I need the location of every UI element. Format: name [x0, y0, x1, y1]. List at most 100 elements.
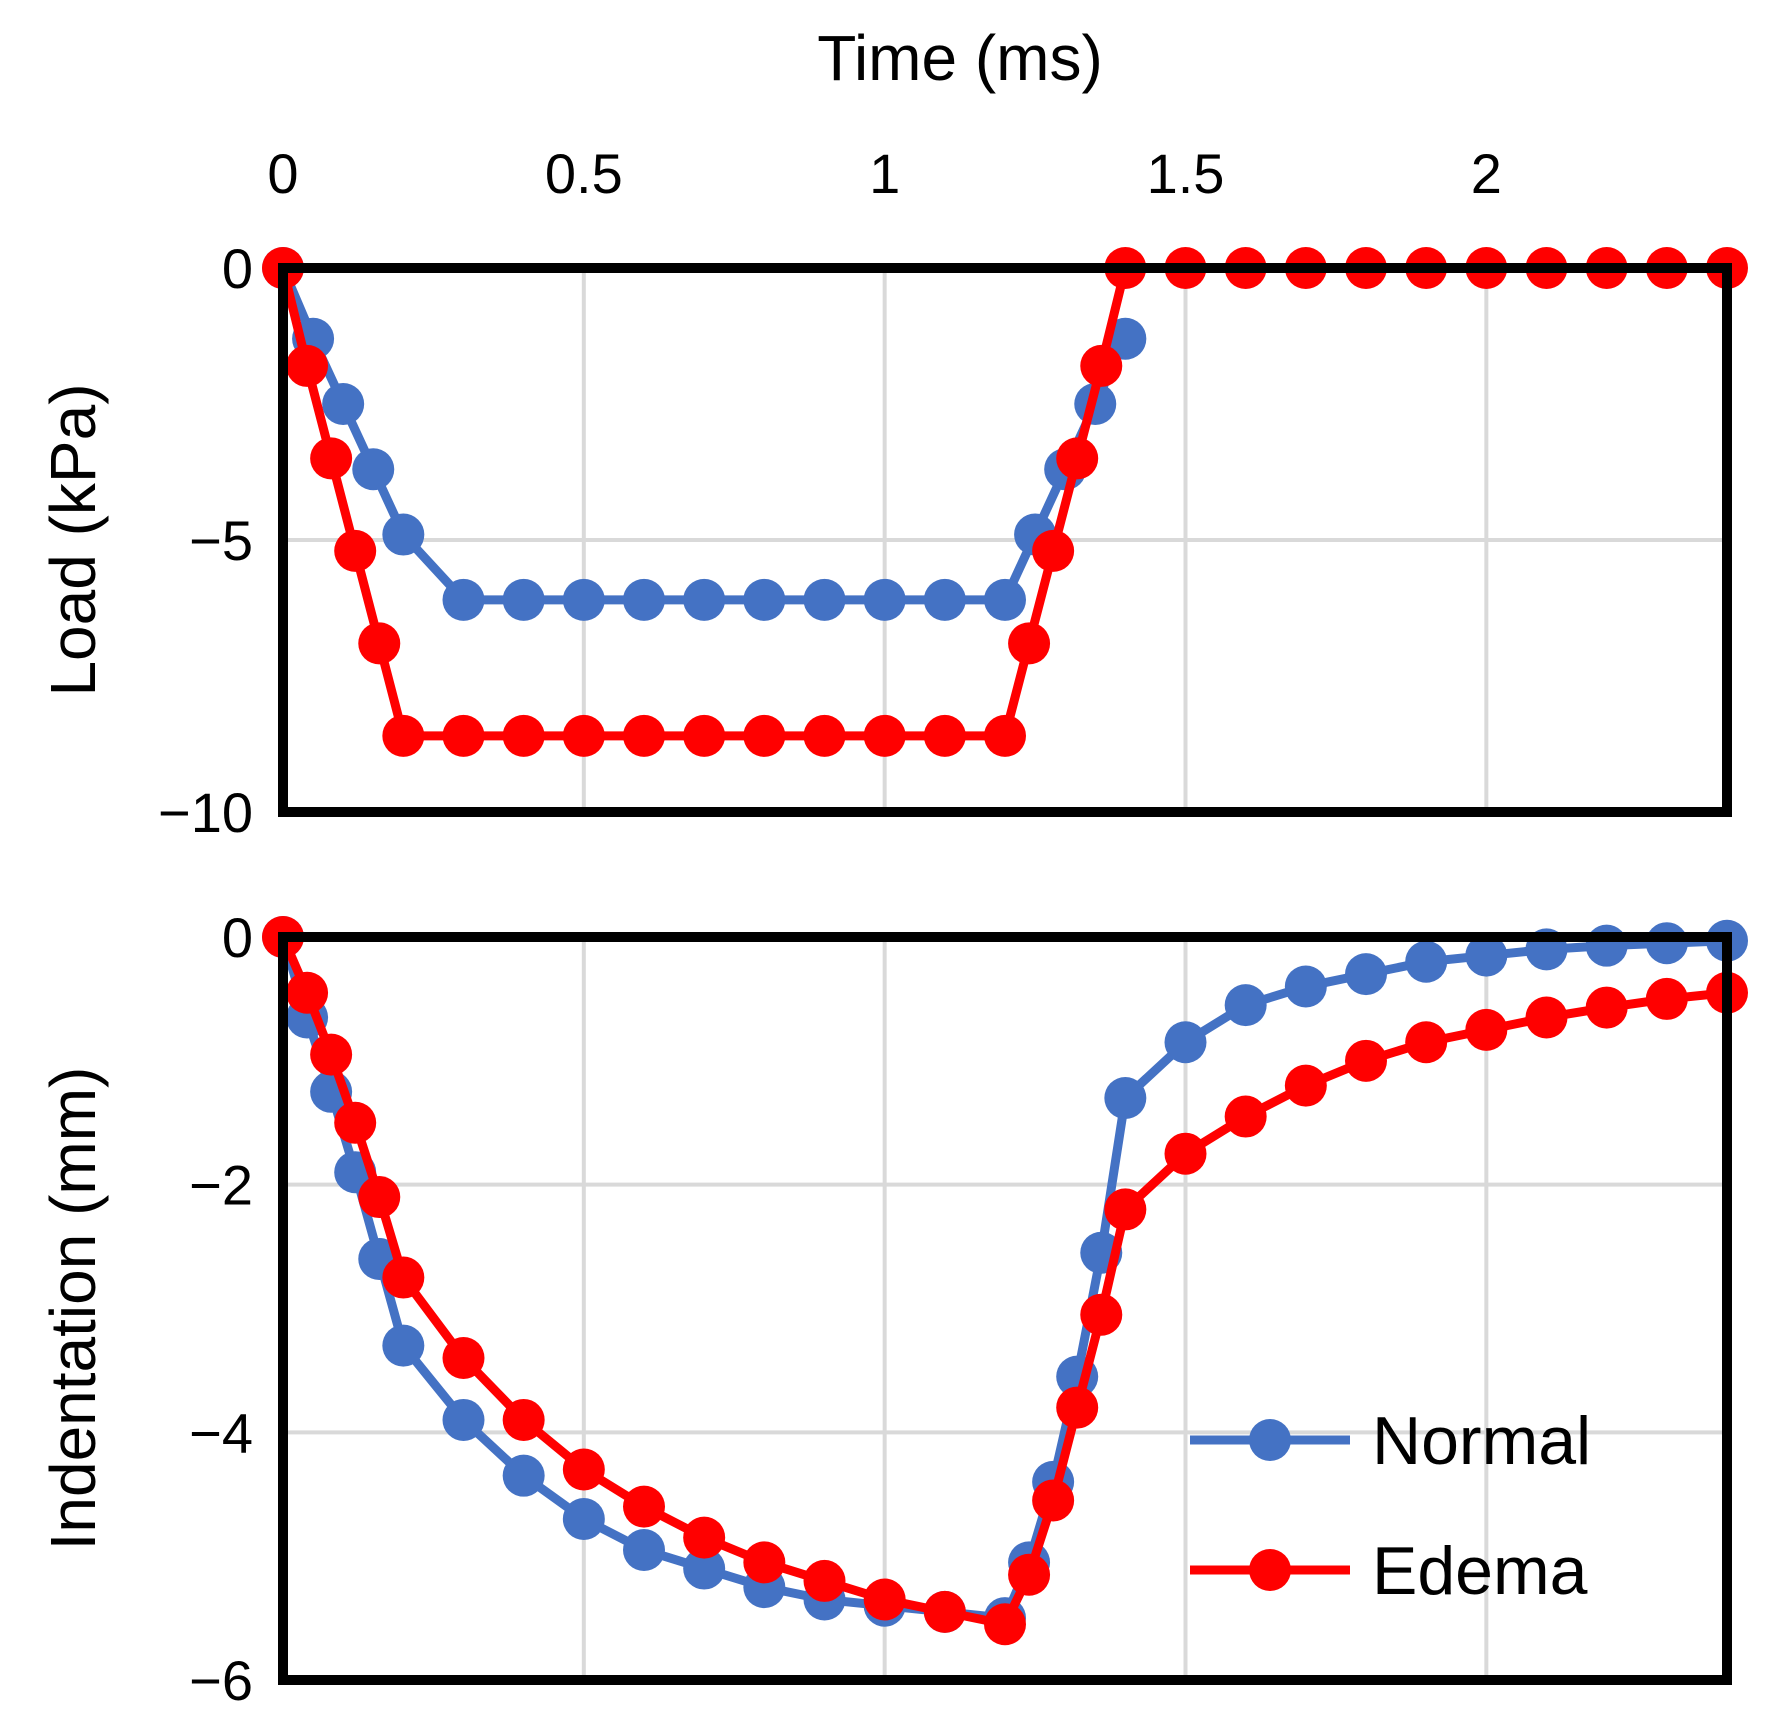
legend-marker-normal — [1249, 1419, 1291, 1461]
data-point-normal — [683, 578, 726, 621]
data-point-edema — [442, 1337, 485, 1380]
data-point-edema — [1080, 344, 1123, 387]
data-point-normal — [382, 1324, 425, 1367]
data-point-edema — [863, 714, 906, 757]
data-point-edema — [923, 1590, 966, 1633]
data-point-edema — [984, 714, 1026, 757]
data-point-normal — [923, 578, 966, 621]
legend-label-edema: Edema — [1372, 1533, 1588, 1609]
data-point-normal — [984, 578, 1026, 621]
data-point-edema — [286, 971, 329, 1014]
data-point-normal — [1645, 922, 1688, 965]
data-point-edema — [502, 714, 545, 757]
indentation-series — [262, 916, 1748, 1646]
indentation-y-tick-labels: 0 −2 −4 −6 — [189, 906, 253, 1712]
data-point-edema — [1284, 1064, 1327, 1107]
x-axis-title: Time (ms) — [817, 22, 1103, 94]
indentation-chart: 0 −2 −4 −6 Indentation (mm) Normal Edema — [37, 906, 1748, 1712]
y-tick-label: −5 — [189, 509, 253, 572]
data-point-edema — [1056, 437, 1099, 480]
x-tick-label: 1.5 — [1147, 142, 1225, 205]
data-point-normal — [863, 578, 906, 621]
data-point-edema — [623, 1485, 665, 1528]
data-point-edema — [382, 714, 425, 757]
data-point-edema — [562, 1448, 605, 1491]
data-point-normal — [502, 578, 545, 621]
data-point-normal — [623, 1528, 665, 1571]
data-point-edema — [310, 437, 353, 480]
data-point-edema — [683, 714, 726, 757]
data-point-edema — [743, 1541, 786, 1584]
data-point-edema — [1104, 1188, 1147, 1231]
x-tick-label: 1 — [869, 142, 900, 205]
data-point-edema — [803, 714, 846, 757]
data-point-edema — [502, 1398, 545, 1441]
data-point-normal — [1585, 924, 1628, 967]
data-point-edema — [562, 714, 605, 757]
data-point-edema — [984, 1603, 1026, 1646]
data-point-edema — [1056, 1386, 1099, 1429]
data-point-edema — [1645, 977, 1688, 1020]
data-point-edema — [382, 1256, 425, 1299]
data-point-normal — [803, 578, 846, 621]
data-point-edema — [358, 1176, 401, 1219]
y-tick-label: −6 — [189, 1649, 253, 1712]
y-tick-label: −2 — [189, 1154, 253, 1217]
data-point-edema — [1405, 1021, 1448, 1064]
load-chart: 0 0.5 1 1.5 2 0 −5 −10 Load (kPa) — [37, 142, 1748, 844]
data-point-edema — [358, 622, 401, 665]
data-point-edema — [1224, 1095, 1267, 1138]
data-point-edema — [1032, 1479, 1075, 1522]
data-point-normal — [743, 578, 786, 621]
data-point-normal — [502, 1454, 545, 1497]
legend-item-edema: Edema — [1190, 1533, 1588, 1609]
data-point-normal — [442, 1398, 485, 1441]
data-point-normal — [562, 578, 605, 621]
data-point-normal — [352, 448, 395, 491]
indentation-plot-frame — [278, 932, 1732, 1685]
data-point-edema — [1032, 529, 1075, 572]
x-tick-label: 0 — [267, 142, 298, 205]
data-point-edema — [1080, 1293, 1123, 1336]
data-point-edema — [863, 1578, 906, 1621]
data-point-edema — [923, 714, 966, 757]
load-x-tick-labels: 0 0.5 1 1.5 2 — [267, 142, 1501, 205]
indentation-y-axis-title: Indentation (mm) — [37, 1067, 109, 1551]
data-point-edema — [442, 714, 485, 757]
data-point-normal — [1224, 984, 1267, 1027]
x-tick-label: 0.5 — [545, 142, 623, 205]
data-point-edema — [334, 529, 377, 572]
data-point-normal — [322, 383, 365, 425]
load-y-tick-labels: 0 −5 −10 — [158, 237, 253, 844]
load-series — [262, 247, 1748, 757]
data-point-edema — [1008, 1553, 1051, 1596]
data-point-edema — [286, 344, 329, 387]
data-point-edema — [1164, 1132, 1207, 1175]
data-point-normal — [382, 513, 425, 556]
data-point-normal — [1104, 1076, 1147, 1119]
data-point-edema — [683, 1516, 726, 1559]
series-line-edema — [278, 935, 1728, 1629]
data-point-edema — [310, 1033, 353, 1076]
y-tick-label: 0 — [222, 237, 253, 300]
legend: Normal Edema — [1190, 1403, 1591, 1609]
data-point-edema — [1008, 622, 1051, 665]
x-tick-label: 2 — [1471, 142, 1502, 205]
y-tick-label: −4 — [189, 1401, 253, 1464]
data-point-normal — [1405, 940, 1448, 983]
data-point-edema — [1525, 996, 1568, 1039]
series-line-edema — [278, 263, 1727, 741]
legend-item-normal: Normal — [1190, 1403, 1591, 1479]
data-point-edema — [623, 714, 665, 757]
data-point-normal — [1164, 1021, 1207, 1064]
legend-label-normal: Normal — [1372, 1403, 1591, 1479]
data-point-edema — [1465, 1008, 1508, 1051]
y-tick-label: 0 — [222, 906, 253, 969]
load-plot-frame — [278, 263, 1732, 817]
data-point-normal — [623, 578, 665, 621]
data-point-normal — [683, 1547, 726, 1590]
series-line-normal — [278, 935, 1728, 1623]
data-point-edema — [1585, 986, 1628, 1029]
data-point-edema — [334, 1101, 377, 1144]
